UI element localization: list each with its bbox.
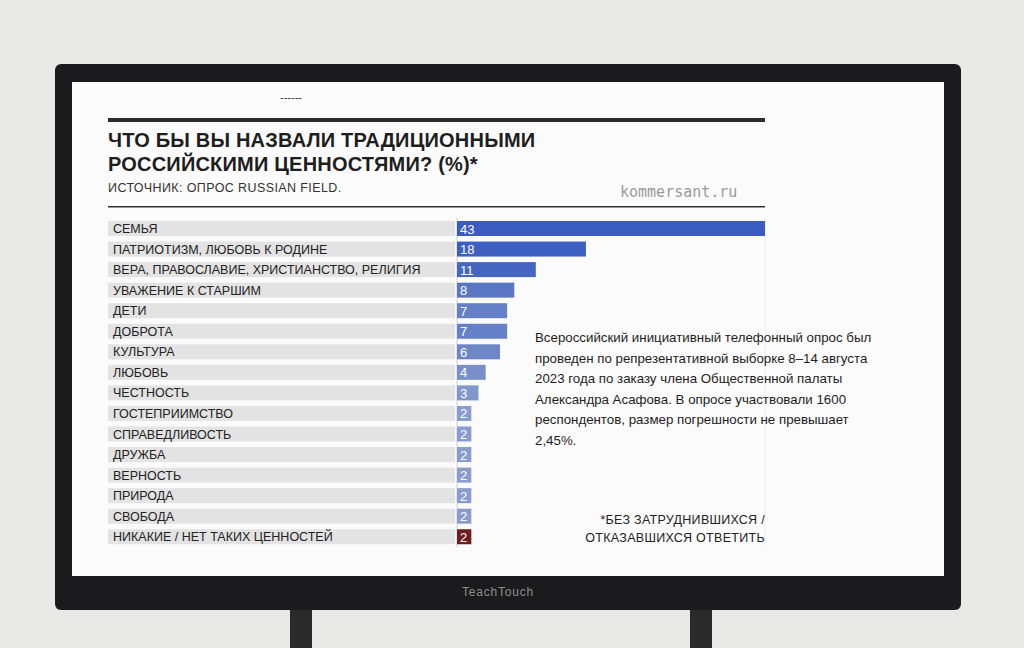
category-label: СВОБОДА xyxy=(113,510,175,524)
bar xyxy=(457,427,471,442)
bar xyxy=(457,529,471,544)
label-band xyxy=(108,488,455,503)
label-band xyxy=(108,365,455,380)
bar xyxy=(457,344,500,359)
bar xyxy=(457,488,471,503)
data-label: 2 xyxy=(460,427,467,442)
category-label: КУЛЬТУРА xyxy=(113,345,175,359)
category-label: СПРАВЕДЛИВОСТЬ xyxy=(113,428,231,442)
data-label: 8 xyxy=(460,283,467,298)
bar xyxy=(457,509,471,524)
bar xyxy=(457,324,507,339)
title: ЧТО БЫ ВЫ НАЗВАЛИ ТРАДИЦИОННЫМИ РОССИЙСК… xyxy=(108,128,535,176)
stand-leg xyxy=(290,605,312,648)
label-band xyxy=(108,385,455,400)
data-label: 2 xyxy=(460,448,467,463)
header-mark: ------ xyxy=(280,91,302,103)
bar xyxy=(457,406,471,421)
category-label: УВАЖЕНИЕ К СТАРШИМ xyxy=(113,284,261,298)
bar xyxy=(457,303,507,318)
data-label: 11 xyxy=(460,263,474,278)
category-label: ЛЮБОВЬ xyxy=(113,366,168,380)
data-label: 2 xyxy=(460,509,467,524)
bar xyxy=(457,242,586,257)
category-label: СЕМЬЯ xyxy=(113,222,157,236)
stage: СЕМЬЯ43ПАТРИОТИЗМ, ЛЮБОВЬ К РОДИНЕ18ВЕРА… xyxy=(0,0,1024,648)
bezel xyxy=(55,64,961,610)
bands xyxy=(108,221,455,544)
bar xyxy=(457,221,765,236)
label-band xyxy=(108,406,455,421)
top-rule xyxy=(108,118,765,122)
data-label: 43 xyxy=(460,222,474,237)
category-label: ЧЕСТНОСТЬ xyxy=(113,386,189,400)
category-label: ВЕРА, ПРАВОСЛАВИЕ, ХРИСТИАНСТВО, РЕЛИГИЯ xyxy=(113,263,420,277)
label-band xyxy=(108,447,455,462)
bar xyxy=(457,262,536,277)
category-label: НИКАКИЕ / НЕТ ТАКИХ ЦЕННОСТЕЙ xyxy=(113,529,333,544)
category-label: ДОБРОТА xyxy=(113,325,173,339)
data-label: 2 xyxy=(460,489,467,504)
label-band xyxy=(108,242,455,257)
label-band xyxy=(108,427,455,442)
category-label: ДРУЖБА xyxy=(113,448,166,462)
bar xyxy=(457,385,478,400)
category-label: ПРИРОДА xyxy=(113,489,174,503)
bar xyxy=(457,283,514,298)
label-band xyxy=(108,344,455,359)
label-band xyxy=(108,509,455,524)
footnote: *БЕЗ ЗАТРУДНИВШИХСЯ / ОТКАЗАВШИХСЯ ОТВЕТ… xyxy=(585,511,765,547)
data-label: 4 xyxy=(460,365,467,380)
subtitle: ИСТОЧНИК: ОПРОС RUSSIAN FIELD. xyxy=(108,181,342,195)
sub-rule xyxy=(108,206,765,208)
bar xyxy=(457,365,486,380)
data-label: 18 xyxy=(460,242,474,257)
note: Всероссийский инициативный телефонный оп… xyxy=(535,328,871,451)
data-label: 6 xyxy=(460,345,467,360)
stand-leg xyxy=(690,605,712,648)
data-label: 2 xyxy=(460,468,467,483)
data-label: 2 xyxy=(460,530,467,545)
category-label: ГОСТЕПРИИМСТВО xyxy=(113,407,233,421)
label-band xyxy=(108,262,455,277)
data-label: 2 xyxy=(460,406,467,421)
category-label: ДЕТИ xyxy=(113,304,146,318)
data-label: 3 xyxy=(460,386,467,401)
screen xyxy=(72,82,944,576)
chart-svg: СЕМЬЯ43ПАТРИОТИЗМ, ЛЮБОВЬ К РОДИНЕ18ВЕРА… xyxy=(0,0,1024,648)
labels: СЕМЬЯ43ПАТРИОТИЗМ, ЛЮБОВЬ К РОДИНЕ18ВЕРА… xyxy=(113,222,474,545)
label-band xyxy=(108,324,455,339)
label-band xyxy=(108,529,455,544)
label-band xyxy=(108,283,455,298)
device-brand: TeachTouch xyxy=(462,585,534,599)
label-band xyxy=(108,303,455,318)
watermark: kommersant.ru xyxy=(620,183,737,201)
bar xyxy=(457,447,471,462)
data-label: 7 xyxy=(460,324,467,339)
label-band xyxy=(108,221,455,236)
label-band xyxy=(108,468,455,483)
category-label: ВЕРНОСТЬ xyxy=(113,469,181,483)
bar xyxy=(457,468,471,483)
data-label: 7 xyxy=(460,304,467,319)
category-label: ПАТРИОТИЗМ, ЛЮБОВЬ К РОДИНЕ xyxy=(113,243,327,257)
